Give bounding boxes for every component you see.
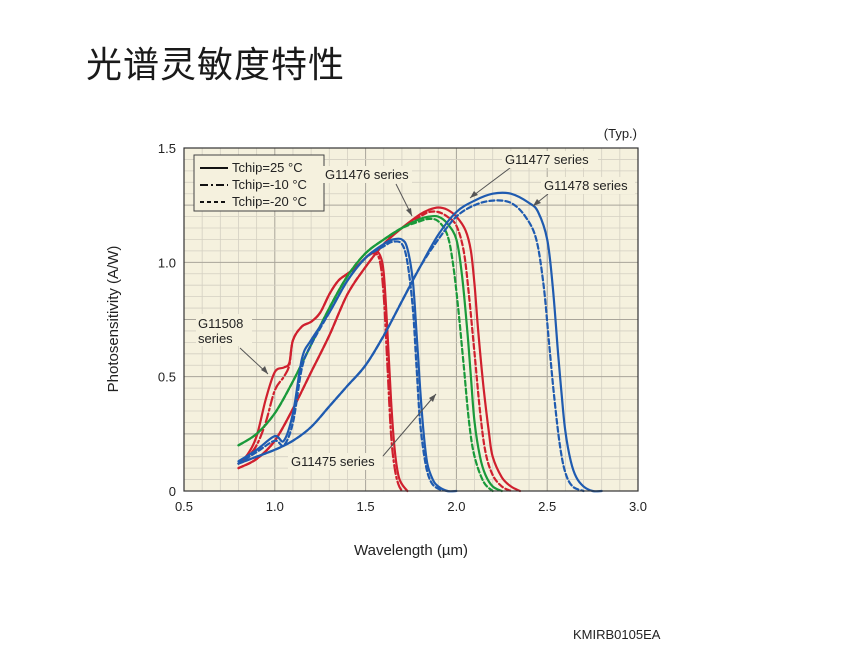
series-label-g11476: G11476 series <box>325 167 409 182</box>
x-tick-label: 2.0 <box>447 499 465 514</box>
y-axis-label: Photosensitivity (A/W) <box>105 246 122 393</box>
label-bg-g11477 <box>502 151 598 168</box>
x-tick-label: 1.0 <box>266 499 284 514</box>
series-layer <box>237 191 603 493</box>
figure-code: KMIRB0105EA <box>573 627 661 642</box>
x-tick-label: 2.5 <box>538 499 556 514</box>
label-bg-g11508 <box>196 314 252 346</box>
y-tick-label: 0.5 <box>158 370 176 385</box>
callout-leader-g11475 <box>382 393 437 457</box>
label-bg-g11475 <box>288 453 382 470</box>
axis-ticks: 0.5 1.0 1.5 2.0 2.5 3.000.51.01.5 <box>158 141 647 514</box>
y-tick-label: 1.5 <box>158 141 176 156</box>
y-tick-label: 0 <box>169 484 176 499</box>
series-line-9 <box>237 199 585 493</box>
legend-label-minus10c: Tchip=-10 °C <box>232 177 307 192</box>
series-line-1 <box>237 251 403 493</box>
x-axis-label: Wavelength (µm) <box>354 542 468 559</box>
plot-frame <box>183 147 639 492</box>
series-line-6 <box>237 237 458 493</box>
legend-label-minus20c: Tchip=-20 °C <box>232 194 307 209</box>
series-label-g11508: G11508 <box>198 316 243 331</box>
label-bg-g11476 <box>322 166 412 183</box>
series-label-g11478: G11478 series <box>544 178 628 193</box>
y-tick-label: 1.0 <box>158 255 176 270</box>
series-label-g11477: G11477 series <box>505 152 589 167</box>
page-title: 光谱灵敏度特性 <box>86 45 346 86</box>
series-line-3 <box>237 210 512 493</box>
callout-arrow-g11477 <box>470 191 478 198</box>
callout-arrow-g11508 <box>261 366 268 374</box>
legend-label-25c: Tchip=25 °C <box>232 160 303 175</box>
callout-arrow-g11475 <box>429 394 436 402</box>
series-label-g11475: G11475 series <box>291 454 375 469</box>
callout-leader-g11477 <box>469 167 511 199</box>
series-callouts: G11508 series G11476 series G11477 serie… <box>196 151 635 470</box>
series-label-g11508-line2: series <box>198 331 233 346</box>
callout-arrow-g11478 <box>533 199 541 206</box>
callout-arrow-g11476 <box>406 208 412 216</box>
label-bg-g11478 <box>541 177 635 194</box>
x-tick-label: 0.5 <box>175 499 193 514</box>
legend: Tchip=25 °C Tchip=-10 °C Tchip=-20 °C <box>193 154 325 212</box>
series-line-7 <box>237 240 449 493</box>
typ-note: (Typ.) <box>604 126 637 141</box>
x-tick-label: 3.0 <box>629 499 647 514</box>
series-line-5 <box>237 217 494 493</box>
x-tick-label: 1.5 <box>357 499 375 514</box>
